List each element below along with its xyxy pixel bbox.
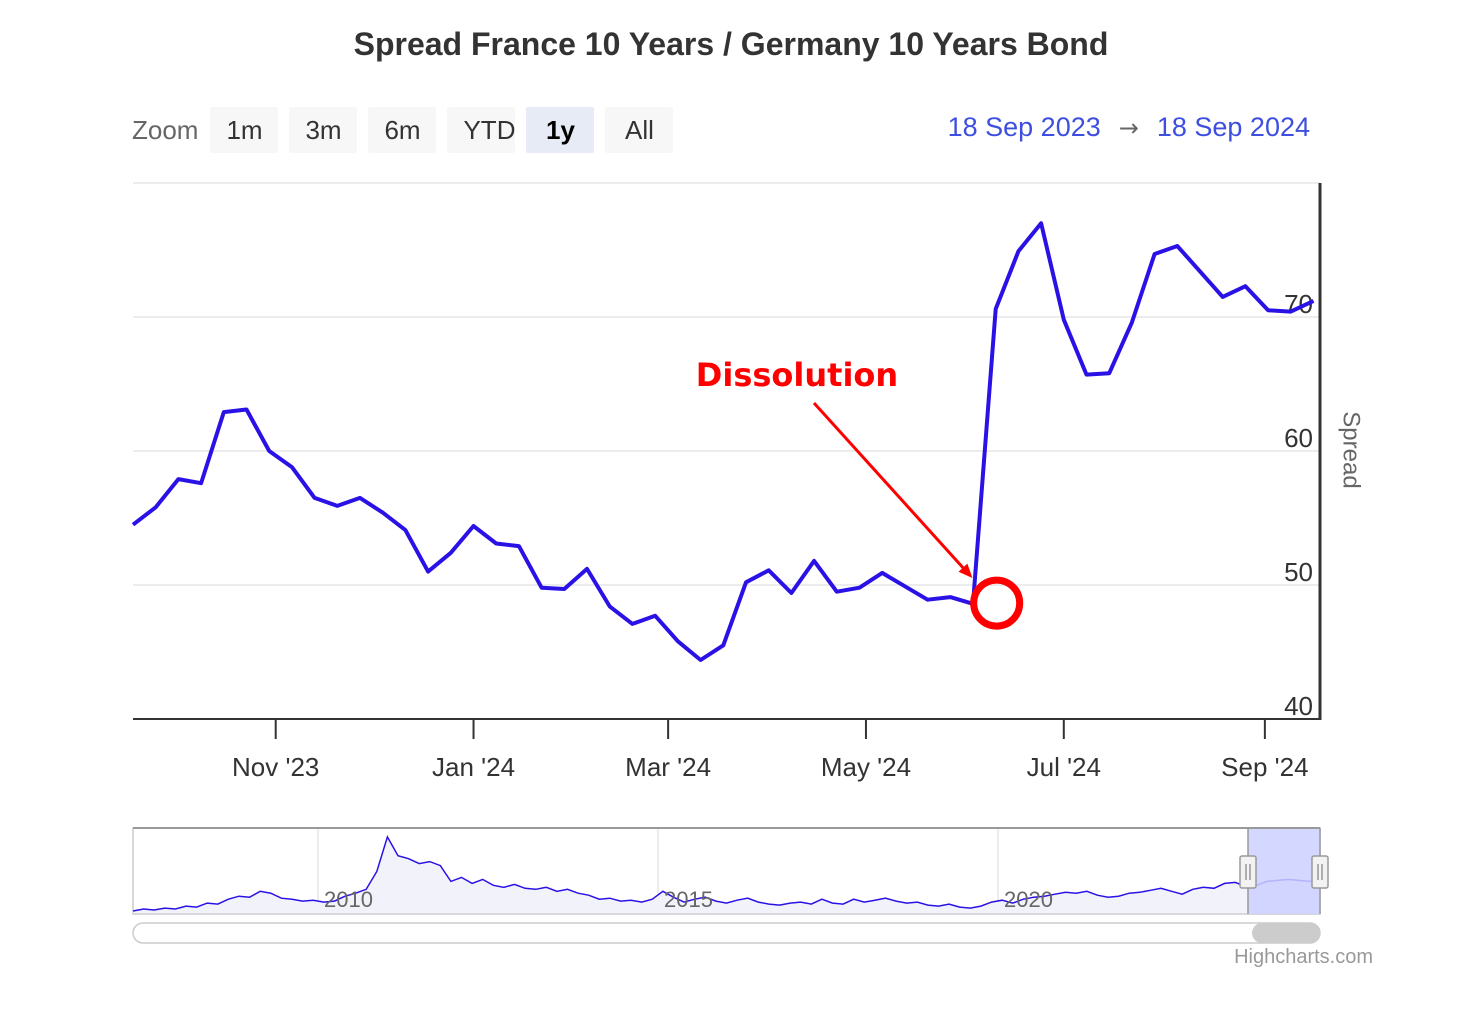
navigator-line	[132, 835, 1321, 912]
zoom-3m-button[interactable]: 3m	[289, 107, 358, 153]
y-tick-label: 40	[1284, 691, 1313, 721]
x-tick-label: Mar '24	[625, 752, 711, 782]
annotation-arrowhead-icon	[958, 563, 973, 578]
zoom-ytd-button[interactable]: YTD	[447, 107, 516, 153]
navigator-selected-range[interactable]	[1248, 829, 1320, 914]
chart-title: Spread France 10 Years / Germany 10 Year…	[353, 26, 1109, 62]
navigator-labels: 2010 2015 2020	[324, 887, 1053, 912]
x-tick-label: Jan '24	[432, 752, 515, 782]
y-tick-label: 50	[1284, 557, 1313, 587]
annotation-label: Dissolution	[696, 356, 898, 394]
series-line	[131, 221, 1315, 662]
range-to-input[interactable]: 18 Sep 2024	[1156, 112, 1310, 142]
annotation: Dissolution	[696, 356, 1024, 630]
scrollbar-thumb[interactable]	[1252, 923, 1320, 943]
range-arrow-icon: →	[1118, 113, 1139, 142]
x-tick-label: Jul '24	[1027, 752, 1101, 782]
range-from-input[interactable]: 18 Sep 2023	[947, 112, 1101, 142]
zoom-label: Zoom	[132, 114, 199, 145]
navigator-right-handle[interactable]	[1311, 855, 1329, 889]
y-axis-title: Spread	[1338, 411, 1365, 488]
zoom-all-button[interactable]: All	[605, 107, 674, 153]
zoom-1m-button[interactable]: 1m	[210, 107, 279, 153]
x-tick-label: Nov '23	[232, 752, 319, 782]
x-tick-label: May '24	[821, 752, 911, 782]
x-axis-ticks: Nov '23 Jan '24 Mar '24 May '24 Jul '24 Sep '…	[232, 719, 1309, 782]
navigator[interactable]: 2010 2015 2020	[132, 827, 1329, 915]
annotation-circle-icon	[970, 576, 1024, 630]
zoom-6m-button[interactable]: 6m	[368, 107, 437, 153]
zoom-bar: Zoom 1m 3m 6m YTD 1y All	[132, 106, 684, 154]
navigator-year-label: 2015	[664, 887, 713, 912]
navigator-year-label: 2020	[1004, 887, 1053, 912]
x-tick-label: Sep '24	[1221, 752, 1308, 782]
date-range: 18 Sep 2023 → 18 Sep 2024	[948, 112, 1310, 143]
scrollbar-track[interactable]	[132, 922, 1321, 944]
navigator-year-label: 2010	[324, 887, 373, 912]
navigator-area	[133, 836, 1320, 913]
grid-lines	[133, 182, 1320, 586]
scrollbar[interactable]	[132, 922, 1321, 944]
annotation-arrow	[812, 401, 971, 577]
credits-link[interactable]: Highcharts.com	[1234, 946, 1373, 968]
series-points	[132, 223, 1314, 661]
navigator-left-handle[interactable]	[1239, 855, 1257, 889]
y-tick-label: 60	[1284, 423, 1313, 453]
zoom-1y-button[interactable]: 1y	[526, 107, 595, 153]
